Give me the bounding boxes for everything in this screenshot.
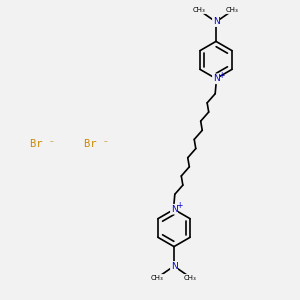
Text: N: N [213,74,219,83]
Text: CH₃: CH₃ [151,274,164,280]
Text: Br ⁻: Br ⁻ [84,139,109,149]
Text: CH₃: CH₃ [193,8,206,14]
Text: +: + [218,70,225,80]
Text: CH₃: CH₃ [226,8,239,14]
Text: Br ⁻: Br ⁻ [30,139,55,149]
Text: +: + [176,201,183,210]
Text: N: N [171,262,177,271]
Text: N: N [213,17,219,26]
Text: N: N [171,205,177,214]
Text: CH₃: CH₃ [184,274,197,280]
